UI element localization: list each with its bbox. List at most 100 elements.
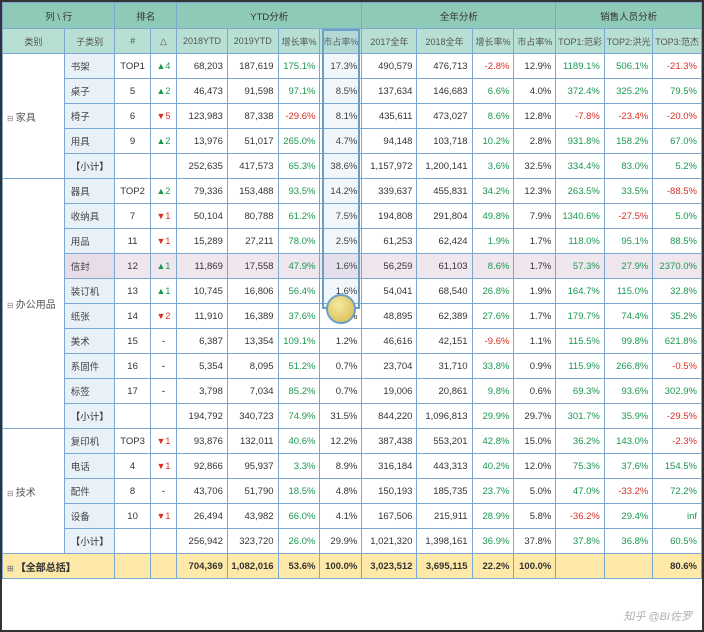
c[interactable]: 35.9% (604, 404, 653, 429)
c[interactable] (115, 404, 150, 429)
y18-cell[interactable]: 92,866 (177, 454, 228, 479)
yrgrowth-cell[interactable]: 9.8% (472, 379, 514, 404)
t3-cell[interactable]: 35.2% (653, 304, 702, 329)
sub-cell[interactable]: 配件 (64, 479, 115, 504)
yrgrowth-cell[interactable]: 34.2% (472, 179, 514, 204)
share-cell[interactable]: 1.6% (320, 254, 362, 279)
table-row[interactable]: 信封12▲111,86917,55847.9%1.6%56,25961,1038… (3, 254, 702, 279)
c[interactable]: 1,021,320 (362, 529, 417, 554)
delta-cell[interactable]: ▼1 (150, 429, 176, 454)
y18-cell[interactable]: 11,869 (177, 254, 228, 279)
delta-cell[interactable]: ▲2 (150, 179, 176, 204)
col-t2[interactable]: TOP2:洪光 (604, 29, 653, 54)
delta-cell[interactable]: - (150, 354, 176, 379)
rank-cell[interactable]: 13 (115, 279, 150, 304)
yr18-cell[interactable]: 185,735 (417, 479, 472, 504)
yrgrowth-cell[interactable]: 28.9% (472, 504, 514, 529)
t3-cell[interactable]: -88.5% (653, 179, 702, 204)
yr18-cell[interactable]: 215,911 (417, 504, 472, 529)
c[interactable]: 37.8% (514, 529, 556, 554)
col-share[interactable]: 市占率% (320, 29, 362, 54)
c[interactable]: 26.0% (278, 529, 320, 554)
yrgrowth-cell[interactable]: -9.6% (472, 329, 514, 354)
share-cell[interactable]: 1.5% (320, 304, 362, 329)
t1-cell[interactable]: 1340.6% (556, 204, 605, 229)
yr18-cell[interactable]: 146,683 (417, 79, 472, 104)
y19-cell[interactable]: 17,558 (227, 254, 278, 279)
t3-cell[interactable]: -21.3% (653, 54, 702, 79)
rank-cell[interactable]: TOP3 (115, 429, 150, 454)
t2-cell[interactable]: 29.4% (604, 504, 653, 529)
y18-cell[interactable]: 26,494 (177, 504, 228, 529)
col-yr18[interactable]: 2018全年 (417, 29, 472, 54)
yr18-cell[interactable]: 31,710 (417, 354, 472, 379)
yr17-cell[interactable]: 387,438 (362, 429, 417, 454)
t1-cell[interactable]: 164.7% (556, 279, 605, 304)
rank-cell[interactable]: 5 (115, 79, 150, 104)
col-delta[interactable]: △ (150, 29, 176, 54)
delta-cell[interactable]: ▲2 (150, 79, 176, 104)
growth-cell[interactable]: 93.5% (278, 179, 320, 204)
grand-label[interactable]: ⊞【全部总括】 (3, 554, 115, 579)
c[interactable] (150, 554, 176, 579)
c[interactable]: 256,942 (177, 529, 228, 554)
c[interactable]: 65.3% (278, 154, 320, 179)
rank-cell[interactable]: 17 (115, 379, 150, 404)
growth-cell[interactable]: 265.0% (278, 129, 320, 154)
growth-cell[interactable]: 61.2% (278, 204, 320, 229)
subtotal-row[interactable]: 【小计】256,942323,72026.0%29.9%1,021,3201,3… (3, 529, 702, 554)
t2-cell[interactable]: 37.6% (604, 454, 653, 479)
yr18-cell[interactable]: 61,103 (417, 254, 472, 279)
growth-cell[interactable]: 66.0% (278, 504, 320, 529)
t1-cell[interactable]: 69.3% (556, 379, 605, 404)
yr18-cell[interactable]: 103,718 (417, 129, 472, 154)
growth-cell[interactable]: 56.4% (278, 279, 320, 304)
yr17-cell[interactable]: 56,259 (362, 254, 417, 279)
t3-cell[interactable]: 154.5% (653, 454, 702, 479)
sub-cell[interactable]: 系固件 (64, 354, 115, 379)
y19-cell[interactable]: 51,790 (227, 479, 278, 504)
c[interactable] (115, 554, 150, 579)
y18-cell[interactable]: 5,354 (177, 354, 228, 379)
c[interactable]: -29.5% (653, 404, 702, 429)
share-cell[interactable]: 8.9% (320, 454, 362, 479)
t3-cell[interactable]: 5.0% (653, 204, 702, 229)
hdr-colrow[interactable]: 列 \ 行 (3, 3, 115, 29)
yrshare-cell[interactable]: 12.8% (514, 104, 556, 129)
rank-cell[interactable]: 6 (115, 104, 150, 129)
subtotal-label[interactable]: 【小计】 (64, 154, 115, 179)
hdr-sales[interactable]: 销售人员分析 (556, 3, 702, 29)
c[interactable] (150, 404, 176, 429)
col-growth[interactable]: 增长率% (278, 29, 320, 54)
c[interactable]: 53.6% (278, 554, 320, 579)
rank-cell[interactable]: 14 (115, 304, 150, 329)
col-y18[interactable]: 2018YTD (177, 29, 228, 54)
share-cell[interactable]: 14.2% (320, 179, 362, 204)
c[interactable]: 100.0% (320, 554, 362, 579)
yrshare-cell[interactable]: 7.9% (514, 204, 556, 229)
yr17-cell[interactable]: 137,634 (362, 79, 417, 104)
t1-cell[interactable]: 57.3% (556, 254, 605, 279)
share-cell[interactable]: 0.7% (320, 379, 362, 404)
yrshare-cell[interactable]: 1.7% (514, 229, 556, 254)
share-cell[interactable]: 17.3% (320, 54, 362, 79)
t3-cell[interactable]: -2.3% (653, 429, 702, 454)
c[interactable]: 1,096,813 (417, 404, 472, 429)
sub-cell[interactable]: 标签 (64, 379, 115, 404)
table-row[interactable]: 设备10▼126,49443,98266.0%4.1%167,506215,91… (3, 504, 702, 529)
yr17-cell[interactable]: 19,006 (362, 379, 417, 404)
t2-cell[interactable]: -23.4% (604, 104, 653, 129)
yrshare-cell[interactable]: 5.0% (514, 479, 556, 504)
share-cell[interactable]: 4.7% (320, 129, 362, 154)
col-yrg[interactable]: 增长率% (472, 29, 514, 54)
c[interactable]: 29.9% (320, 529, 362, 554)
col-t1[interactable]: TOP1:范彩 (556, 29, 605, 54)
y19-cell[interactable]: 91,598 (227, 79, 278, 104)
growth-cell[interactable]: 18.5% (278, 479, 320, 504)
collapse-icon[interactable]: ⊟ (7, 489, 14, 498)
table-row[interactable]: 椅子6▼5123,98387,338-29.6%8.1%435,611473,0… (3, 104, 702, 129)
yrgrowth-cell[interactable]: 33.8% (472, 354, 514, 379)
yrshare-cell[interactable]: 2.8% (514, 129, 556, 154)
t2-cell[interactable]: 158.2% (604, 129, 653, 154)
grand-total-row[interactable]: ⊞【全部总括】704,3691,082,01653.6%100.0%3,023,… (3, 554, 702, 579)
